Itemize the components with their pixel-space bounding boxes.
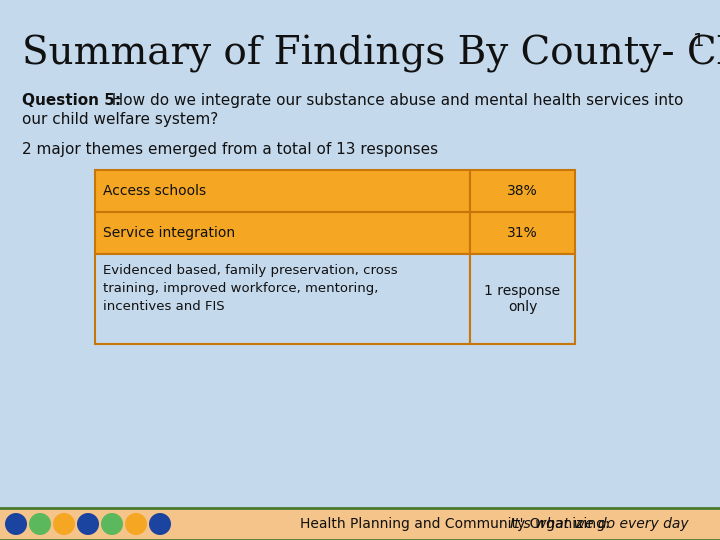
Ellipse shape — [29, 513, 51, 535]
Bar — [95, 212, 470, 254]
Ellipse shape — [53, 513, 75, 535]
Ellipse shape — [101, 513, 123, 535]
Text: 2 major themes emerged from a total of 13 responses: 2 major themes emerged from a total of 1… — [22, 142, 438, 157]
Bar — [95, 254, 470, 344]
Bar — [0, 508, 720, 540]
Text: How do we integrate our substance abuse and mental health services into: How do we integrate our substance abuse … — [102, 93, 683, 108]
Text: 31%: 31% — [507, 226, 538, 240]
Text: 1 response
only: 1 response only — [485, 284, 561, 314]
Text: our child welfare system?: our child welfare system? — [22, 112, 218, 127]
Bar — [470, 254, 575, 344]
Text: Service integration: Service integration — [103, 226, 235, 240]
Bar — [470, 212, 575, 254]
Text: 38%: 38% — [507, 184, 538, 198]
Text: 1: 1 — [693, 32, 704, 50]
Text: Access schools: Access schools — [103, 184, 206, 198]
Text: It's what we do every day: It's what we do every day — [510, 517, 688, 531]
Ellipse shape — [149, 513, 171, 535]
Ellipse shape — [125, 513, 147, 535]
Text: Evidenced based, family preservation, cross
training, improved workforce, mentor: Evidenced based, family preservation, cr… — [103, 264, 397, 313]
Text: Question 5:: Question 5: — [22, 93, 121, 108]
Bar — [470, 170, 575, 212]
Ellipse shape — [5, 513, 27, 535]
Text: Health Planning and Community Organizing:: Health Planning and Community Organizing… — [300, 517, 614, 531]
Text: Summary of Findings By County- Clay: Summary of Findings By County- Clay — [22, 35, 720, 73]
Ellipse shape — [77, 513, 99, 535]
Bar — [95, 170, 470, 212]
